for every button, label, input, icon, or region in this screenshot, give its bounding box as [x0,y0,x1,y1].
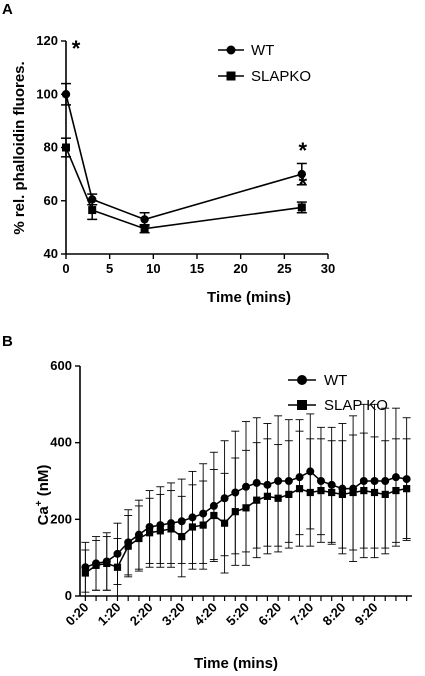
data-point [188,523,197,531]
legend-label-wt: WT [251,42,274,59]
panel-b-chart: B Ca+ (nM) Time (mins) 0 200 400 600 0:20 1:2… [2,333,412,672]
panel-b-series [81,403,411,597]
x-tick-label: 9:20 [352,600,381,629]
data-point [113,563,122,571]
x-tick-label: 2:20 [127,600,156,629]
data-point [392,486,400,495]
panel-b-label: B [2,333,13,350]
data-point [146,529,154,537]
data-point [306,488,314,497]
data-point [103,559,111,568]
legend-label-slapko: SLAPKO [251,68,311,85]
data-point [297,169,306,179]
y-tick-label: 40 [44,246,58,261]
series-wt [61,82,307,227]
data-point [381,490,389,499]
legend-marker-wt [297,375,307,385]
x-tick-label: 6:20 [255,600,284,629]
x-tick-label: 25 [277,261,291,276]
significance-star: * [299,172,308,197]
x-tick-label: 1:20 [95,600,124,629]
legend-marker-slapko [226,71,236,81]
data-point [140,215,149,224]
data-point [403,485,411,493]
panel-a-y-axis-title: % rel. phalloidin fluores. [11,61,28,234]
data-point [61,90,71,99]
data-point [62,143,70,152]
y-tick-label: 200 [50,511,72,526]
data-point [88,206,97,215]
data-point [140,224,149,233]
legend-label-slap-ko: SLAP KO [324,397,388,414]
data-point [253,496,261,504]
data-point [210,511,218,520]
panel-b-y-axis-title: Ca+ (nM) [34,465,52,526]
panel-b-x-axis-title: Time (mins) [194,655,278,672]
series-line [65,94,303,221]
x-tick-label: 10 [146,261,160,276]
data-point [92,561,100,569]
series-line [65,147,302,230]
data-point [156,527,164,535]
series-slap-ko [81,430,411,597]
data-point [178,532,186,541]
panel-a-label: A [2,1,13,18]
x-tick-label: 30 [321,261,335,276]
legend-marker-slap-ko [297,400,307,410]
significance-star: * [72,36,81,61]
data-point [370,488,379,497]
legend-marker-wt [226,45,236,55]
panel-a-chart: A % rel. phalloidin fluores. Time (mins)… [2,1,335,306]
data-point [360,486,368,495]
x-tick-label: 15 [190,261,204,276]
y-tick-label: 600 [50,358,72,373]
data-point [88,195,97,204]
data-point [81,569,89,577]
legend-label-wt: WT [324,372,347,389]
x-tick-label: 3:20 [159,600,188,629]
y-tick-label: 80 [44,140,58,155]
data-point [338,490,346,499]
data-point [285,490,293,499]
panel-a-legend: WT SLAPKO [218,42,311,85]
panel-b-legend: WT SLAP KO [288,372,388,414]
x-tick-label: 0 [62,261,69,276]
data-point [349,488,357,497]
y-tick-label: 100 [36,86,58,101]
x-tick-label: 20 [233,261,247,276]
y-tick-label: 400 [50,435,72,450]
data-point [263,492,272,500]
y-tick-label: 60 [44,193,58,208]
data-point [328,488,336,497]
data-point [220,519,229,527]
data-point [135,534,143,543]
data-point [297,203,306,212]
data-point [317,486,325,495]
data-point [167,525,175,533]
data-point [274,494,282,502]
x-tick-label: 5:20 [223,600,252,629]
x-tick-label: 4:20 [191,600,220,629]
panel-a-axes: 40 60 80 100 120 0 5 10 15 20 25 30 [36,33,335,276]
significance-star: * [299,138,308,163]
data-point [231,508,239,516]
y-tick-label: 0 [65,588,72,603]
data-point [242,504,250,512]
panel-a-x-axis-title: Time (mins) [207,289,291,306]
x-tick-label: 5 [106,261,113,276]
x-tick-label: 7:20 [287,600,316,629]
series-slapko [61,137,307,234]
panel-a-annotations: * * * [72,36,308,197]
panel-a-series [61,82,307,234]
x-tick-label: 0:20 [62,600,91,629]
x-tick-label: 8:20 [319,600,348,629]
data-point [124,542,132,550]
data-point [295,485,304,493]
y-tick-label: 120 [36,33,58,48]
data-point [199,521,207,529]
